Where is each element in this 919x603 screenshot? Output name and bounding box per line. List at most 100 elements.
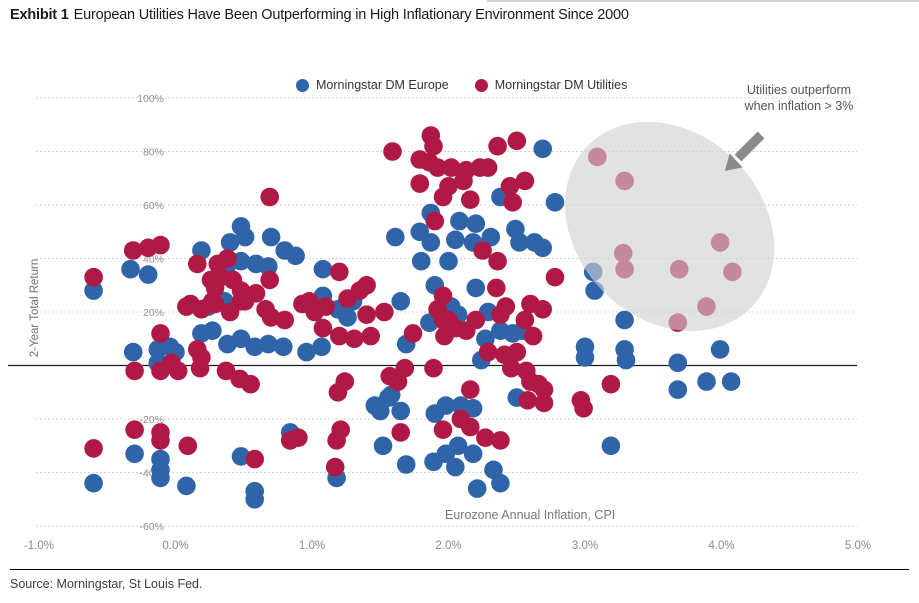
data-point-europe (710, 340, 730, 359)
x-tick-label: 4.0% (708, 540, 734, 552)
data-point-europe (615, 310, 634, 330)
data-point-europe (466, 278, 486, 298)
data-point-utilities (533, 300, 552, 319)
data-point-utilities (151, 235, 170, 255)
data-point-europe (286, 246, 305, 266)
source-text: Source: Morningstar, St Louis Fed. (10, 577, 203, 591)
data-point-europe (616, 350, 636, 370)
data-point-utilities (330, 262, 349, 282)
data-point-utilities (515, 171, 535, 191)
data-point-utilities (439, 177, 458, 196)
data-point-utilities (190, 358, 210, 378)
data-point-europe (448, 436, 468, 456)
data-point-europe (259, 257, 278, 276)
data-point-europe (436, 396, 456, 415)
data-point-utilities (502, 358, 521, 378)
y-tick-label: 20% (143, 307, 164, 319)
data-point-europe (467, 479, 487, 498)
data-point-europe (245, 490, 264, 509)
data-point-europe (84, 281, 103, 300)
top-edge-artifact (487, 0, 919, 2)
x-axis-title: Eurozone Annual Inflation, CPI (445, 508, 616, 522)
data-point-utilities (534, 380, 554, 399)
data-point-europe (668, 353, 688, 373)
data-point-utilities (168, 361, 188, 381)
data-point-europe (481, 227, 501, 247)
data-point-europe (151, 468, 170, 488)
data-point-europe (123, 342, 143, 362)
data-point-utilities (328, 383, 348, 402)
data-point-europe (411, 251, 431, 271)
data-point-europe (668, 380, 688, 399)
data-point-europe (312, 337, 331, 357)
data-point-europe (313, 259, 333, 279)
x-tick-label: 5.0% (845, 540, 871, 552)
data-point-europe (439, 251, 458, 271)
data-point-utilities (178, 436, 198, 456)
data-point-utilities (515, 310, 535, 330)
legend-item-utilities: Morningstar DM Utilities (474, 78, 628, 92)
y-tick-label: -20% (139, 414, 164, 426)
data-point-europe (533, 139, 552, 159)
data-point-utilities (473, 241, 492, 260)
data-point-utilities (84, 267, 103, 287)
chart-annotation: Utilities outperform when inflation > 3% (716, 82, 882, 114)
data-point-utilities (357, 305, 376, 325)
data-point-utilities (345, 329, 364, 349)
x-tick-label: 3.0% (572, 540, 598, 552)
x-tick-label: 0.0% (162, 540, 188, 552)
data-point-utilities (424, 358, 443, 378)
data-point-utilities (325, 457, 345, 477)
data-point-utilities (395, 358, 415, 378)
data-point-utilities (218, 249, 237, 268)
y-tick-label: 100% (137, 93, 164, 105)
data-point-europe (259, 334, 278, 354)
data-point-utilities (205, 294, 225, 314)
data-point-utilities (523, 326, 543, 346)
data-point-utilities (383, 142, 402, 161)
chart-legend: Morningstar DM Europe Morningstar DM Uti… (296, 78, 627, 92)
data-point-utilities (478, 342, 498, 362)
data-point-europe (121, 259, 140, 279)
data-point-utilities (491, 431, 510, 450)
data-point-utilities (478, 158, 498, 177)
legend-label-utilities: Morningstar DM Utilities (494, 78, 628, 92)
data-point-utilities (380, 366, 400, 386)
data-point-utilities (507, 131, 527, 151)
data-point-europe (84, 473, 103, 493)
data-point-europe (463, 399, 483, 418)
data-point-utilities (461, 190, 480, 209)
exhibit-label: Exhibit 1 (10, 7, 69, 23)
data-point-utilities (241, 374, 260, 394)
data-point-europe (220, 233, 240, 252)
data-point-utilities (487, 278, 506, 298)
x-tick-label: -1.0% (24, 540, 54, 552)
data-point-europe (533, 238, 552, 258)
data-point-utilities (275, 310, 295, 330)
data-point-utilities (500, 177, 520, 196)
data-point-utilities (125, 420, 144, 440)
data-point-europe (697, 372, 716, 391)
data-point-europe (231, 329, 251, 349)
data-point-utilities (313, 318, 333, 338)
legend-label-europe: Morningstar DM Europe (316, 78, 449, 92)
data-point-utilities (84, 439, 103, 458)
annotation-arrow-shaft (734, 131, 765, 162)
data-point-utilities (503, 193, 522, 212)
data-point-europe (421, 233, 441, 252)
data-point-europe (386, 227, 405, 247)
annotation-line-2: when inflation > 3% (744, 99, 854, 113)
highlight-ellipse (565, 121, 775, 331)
x-tick-label: 2.0% (435, 540, 461, 552)
data-point-utilities (151, 324, 170, 343)
data-point-europe (391, 401, 411, 421)
data-point-europe (274, 337, 293, 357)
data-point-europe (721, 372, 741, 391)
data-point-europe (177, 476, 196, 496)
data-point-europe (463, 444, 483, 464)
data-point-utilities (466, 310, 486, 330)
data-point-utilities (441, 158, 461, 177)
data-point-utilities (454, 171, 473, 191)
data-point-utilities (316, 297, 335, 316)
data-point-europe (575, 348, 595, 367)
